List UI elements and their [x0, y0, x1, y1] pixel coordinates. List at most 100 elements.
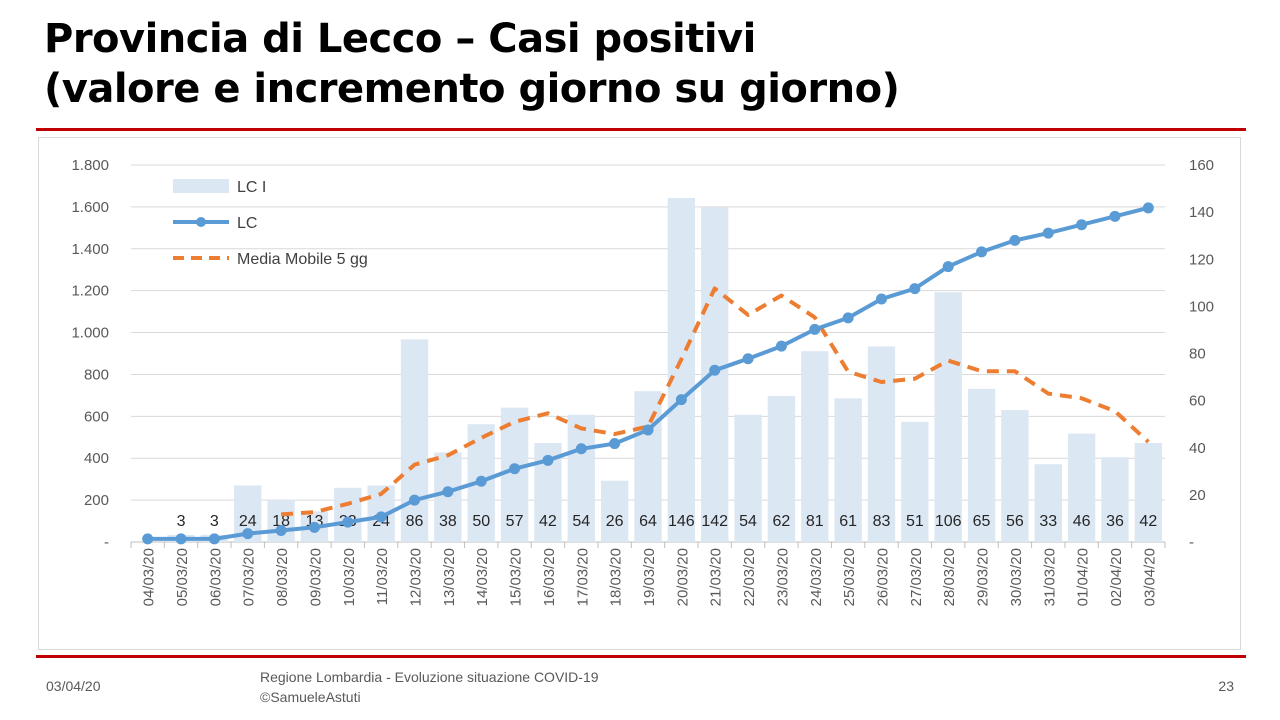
x-axis-tick-label: 25/03/20: [841, 548, 858, 606]
lc-point: [575, 443, 587, 455]
bar: [500, 407, 529, 542]
lc-point: [509, 463, 521, 475]
title-line-1: Provincia di Lecco – Casi positivi: [44, 16, 756, 62]
lc-point: [208, 533, 220, 545]
lc-point: [142, 533, 154, 545]
x-axis-tick-label: 08/03/20: [274, 548, 291, 606]
bar-data-label: 142: [701, 513, 728, 530]
legend-swatch-lc-marker: [196, 217, 206, 227]
x-axis-tick-label: 30/03/20: [1008, 548, 1025, 606]
bar: [767, 395, 796, 542]
combo-chart: 3324181323248638505742542664146142546281…: [71, 157, 1214, 606]
left-axis-tick-label: 1.000: [71, 325, 109, 342]
x-axis-tick-label: 07/03/20: [241, 548, 258, 606]
lc-point: [242, 528, 254, 540]
x-axis-tick-label: 13/03/20: [441, 548, 458, 606]
legend-swatch-lci: [173, 179, 229, 193]
lc-point: [342, 516, 354, 528]
footer-source: Regione Lombardia - Evoluzione situazion…: [260, 667, 599, 707]
x-axis-tick-label: 27/03/20: [908, 548, 925, 606]
lc-point: [609, 438, 621, 450]
lc-point: [775, 340, 787, 352]
right-axis-tick-label: 100: [1189, 298, 1214, 315]
title-line-2: (valore e incremento giorno su giorno): [44, 66, 900, 112]
left-axis-tick-label: 800: [84, 366, 109, 383]
moving-average-series: [280, 286, 1150, 517]
bar: [1101, 457, 1129, 542]
lc-point: [1042, 227, 1054, 239]
bar: [400, 339, 429, 542]
bar-data-label: 61: [839, 513, 857, 530]
bar-data-label: 42: [1139, 513, 1157, 530]
bar-data-label: 42: [539, 513, 557, 530]
bar-data-label: 86: [406, 513, 424, 530]
bar: [1067, 433, 1096, 542]
lc-point: [1009, 234, 1021, 246]
bar-data-label: 3: [177, 513, 186, 530]
x-axis-tick-label: 02/04/20: [1108, 548, 1125, 606]
x-axis-tick-label: 19/03/20: [641, 548, 658, 606]
bar: [1001, 410, 1029, 542]
lc-point: [709, 364, 721, 376]
bar: [600, 480, 629, 542]
x-axis-tick-label: 22/03/20: [741, 548, 758, 606]
left-axis-tick-label: 1.600: [71, 199, 109, 216]
line-series-lc: [142, 202, 1154, 545]
x-axis-tick-label: 01/04/20: [1075, 548, 1092, 606]
gridlines: [131, 164, 1165, 543]
bar: [1134, 443, 1162, 542]
bar-data-label: 46: [1073, 513, 1091, 530]
lc-point: [475, 475, 487, 487]
lc-point: [1142, 202, 1154, 214]
lc-point: [942, 261, 954, 273]
bar-data-label: 106: [935, 513, 962, 530]
left-axis-tick-label: 1.800: [71, 157, 109, 174]
bar: [834, 398, 862, 542]
legend-label-moving-average: Media Mobile 5 gg: [237, 251, 368, 268]
bar-data-labels: 3324181323248638505742542664146142546281…: [177, 513, 1158, 530]
x-axis-tick-label: 29/03/20: [975, 548, 992, 606]
bar-data-label: 24: [239, 513, 257, 530]
lc-point: [976, 246, 988, 258]
left-axis-tick-label: 1.400: [71, 241, 109, 258]
lc-point: [842, 312, 854, 324]
x-axis-tick-label: 21/03/20: [708, 548, 725, 606]
lc-point: [542, 454, 554, 466]
x-axis-tick-label: 09/03/20: [307, 548, 324, 606]
bar-data-label: 56: [1006, 513, 1024, 530]
bar: [667, 197, 696, 543]
right-axis-ticks: - 20 40 60 80 100 120 140 160: [1189, 157, 1214, 551]
bar-data-label: 54: [572, 513, 590, 530]
bar: [734, 414, 762, 542]
lc-point: [675, 394, 687, 406]
bar-data-label: 65: [973, 513, 991, 530]
lc-point: [809, 323, 821, 335]
right-axis-tick-label: 120: [1189, 251, 1214, 268]
bar-data-label: 62: [773, 513, 791, 530]
bar-data-label: 146: [668, 513, 695, 530]
bar-data-label: 51: [906, 513, 924, 530]
bar: [334, 487, 362, 542]
left-axis-tick-label: 600: [84, 408, 109, 425]
x-axis-tick-label: 10/03/20: [341, 548, 358, 606]
lc-point: [642, 424, 654, 436]
lc-point: [375, 511, 387, 523]
bar-data-label: 36: [1106, 513, 1124, 530]
footer-source-line-2: ©SamueleAstuti: [260, 689, 361, 705]
x-axis-tick-label: 15/03/20: [508, 548, 525, 606]
x-axis-tick-label: 26/03/20: [874, 548, 891, 606]
right-axis-tick-label: 20: [1189, 487, 1206, 504]
right-axis-tick-label: -: [1189, 534, 1194, 551]
right-axis-tick-label: 40: [1189, 440, 1206, 457]
footer-source-line-1: Regione Lombardia - Evoluzione situazion…: [260, 669, 599, 685]
bar-data-label: 57: [506, 513, 524, 530]
bar-data-label: 81: [806, 513, 824, 530]
x-axis-tick-label: 18/03/20: [608, 548, 625, 606]
lc-point: [275, 524, 287, 536]
moving-average-line: [280, 286, 1150, 517]
bar-data-label: 54: [739, 513, 757, 530]
left-axis-ticks: - 200 400 600 800 1.000 1.200 1.400 1.600 1.800: [71, 157, 109, 551]
x-axis-tick-label: 03/04/20: [1141, 548, 1158, 606]
lc-point: [442, 486, 454, 498]
lc-point: [742, 353, 754, 365]
